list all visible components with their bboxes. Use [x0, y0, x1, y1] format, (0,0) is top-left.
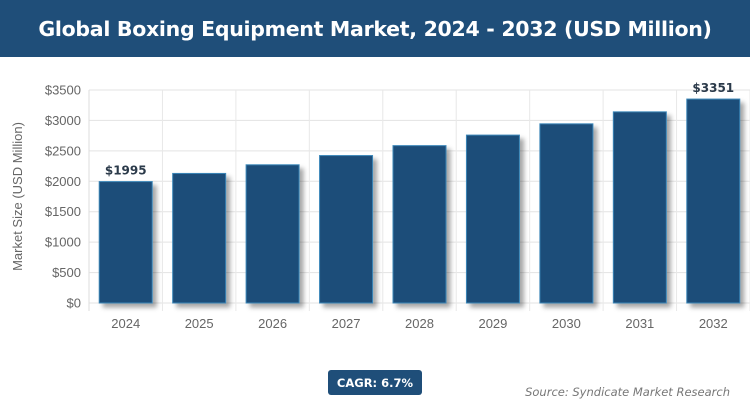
bar	[612, 111, 667, 304]
y-axis-label: Market Size (USD Million)	[10, 122, 25, 271]
y-tick-label: $2000	[45, 174, 81, 189]
y-tick-label: $1500	[45, 204, 81, 219]
x-tick-label: 2024	[111, 316, 140, 331]
bar	[172, 172, 227, 304]
x-tick-label: 2029	[478, 316, 507, 331]
x-tick-label: 2027	[332, 316, 361, 331]
bar	[465, 134, 520, 304]
chart-title: Global Boxing Equipment Market, 2024 - 2…	[0, 0, 750, 57]
y-tick-label: $500	[52, 265, 81, 280]
x-tick-label: 2028	[405, 316, 434, 331]
x-tick-label: 2031	[625, 316, 654, 331]
data-label: $1995	[105, 164, 147, 178]
bar	[539, 123, 594, 304]
bar-chart: $0 $500 $1000 $1500 $2000 $2500 $3000 $3500 2024…	[10, 81, 750, 331]
bar	[245, 164, 300, 304]
x-tick-label: 2032	[699, 316, 728, 331]
source-note: Source: Syndicate Market Research	[525, 385, 730, 399]
y-tick-label: $1000	[45, 235, 81, 250]
y-tick-label: $0	[67, 296, 81, 311]
bar	[686, 98, 741, 304]
bar	[392, 145, 447, 304]
data-label: $3351	[692, 81, 734, 95]
y-tick-label: $3500	[45, 83, 81, 98]
y-tick-label: $2500	[45, 143, 81, 158]
x-tick-label: 2030	[552, 316, 581, 331]
cagr-badge: CAGR: 6.7%	[328, 370, 422, 395]
x-tick-label: 2026	[258, 316, 287, 331]
y-tick-label: $3000	[45, 113, 81, 128]
x-tick-label: 2025	[185, 316, 214, 331]
bar	[98, 181, 153, 304]
bar	[319, 155, 374, 304]
